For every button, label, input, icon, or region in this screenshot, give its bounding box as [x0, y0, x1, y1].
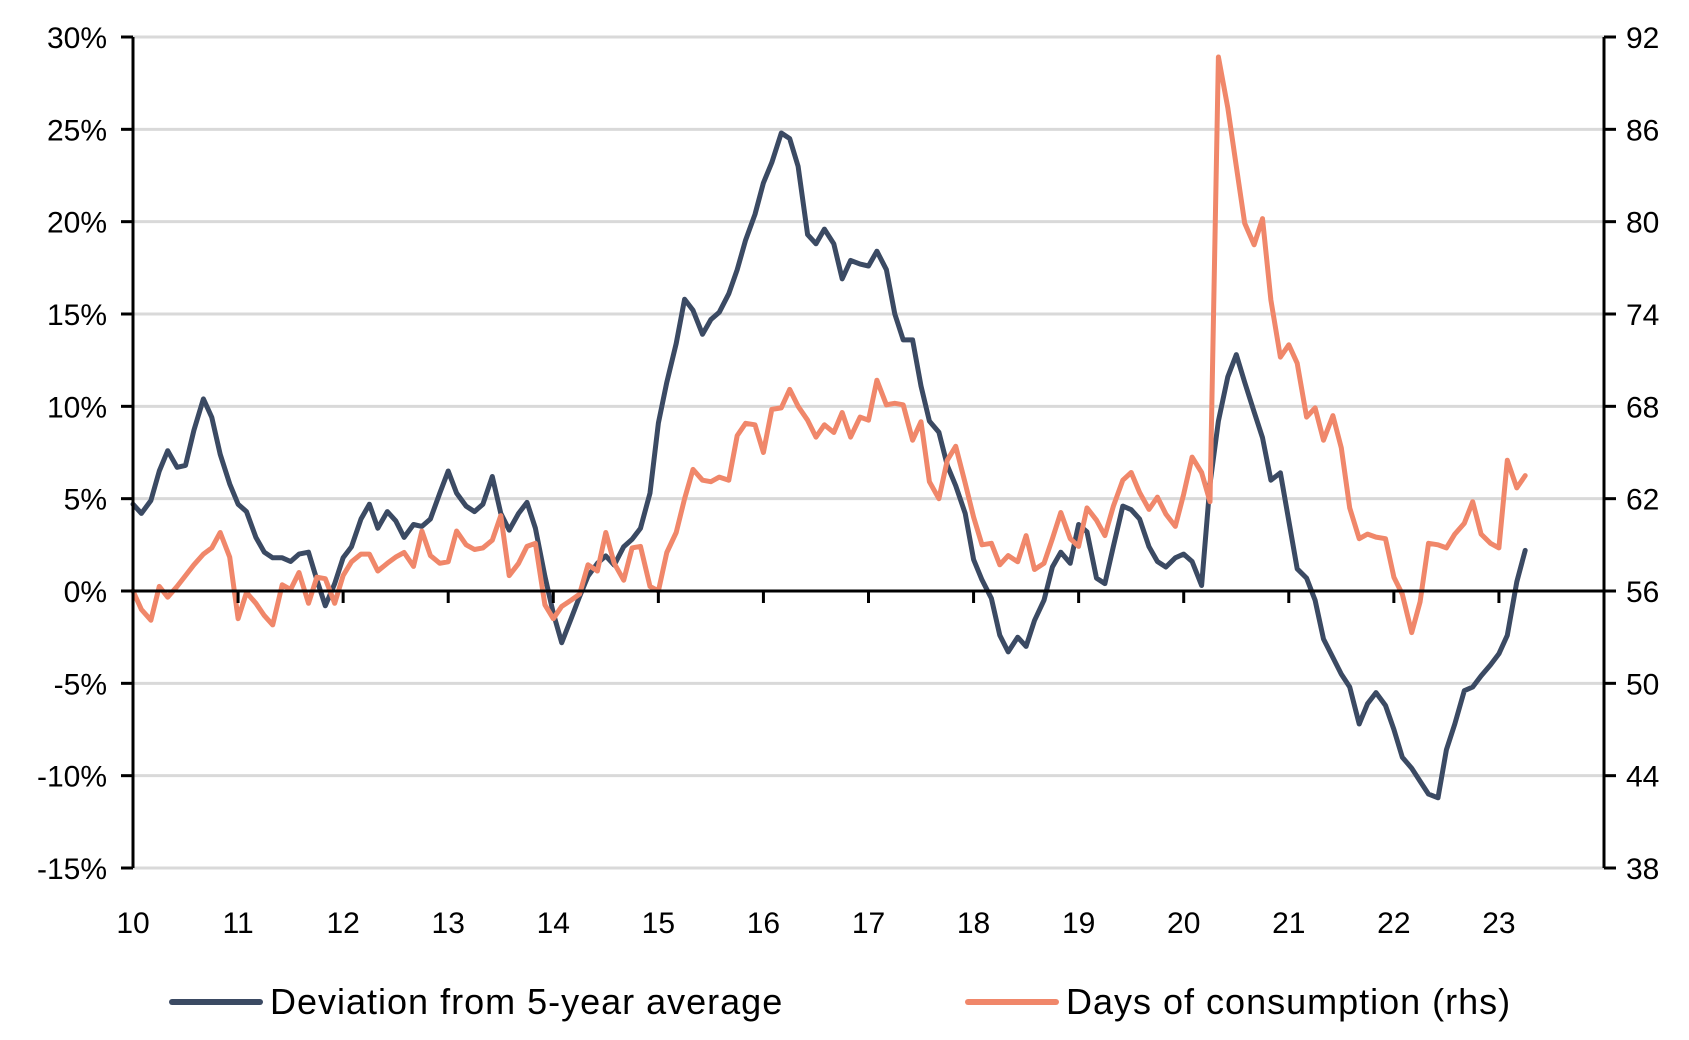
left-tick-label: 20%	[47, 207, 107, 240]
x-tick-label: 23	[1482, 907, 1515, 940]
x-tick-label: 14	[537, 907, 570, 940]
right-tick-label: 62	[1626, 484, 1659, 517]
left-tick-label: 15%	[47, 299, 107, 332]
right-tick-label: 56	[1626, 576, 1659, 609]
series-lines	[130, 54, 1528, 801]
axes	[121, 35, 1616, 870]
legend-deviation-label: Deviation from 5-year average	[270, 981, 783, 1022]
right-tick-label: 68	[1626, 391, 1659, 424]
series-line-deviation	[130, 130, 1528, 801]
right-tick-label: 44	[1626, 761, 1659, 794]
right-tick-label: 50	[1626, 668, 1659, 701]
right-tick-label: 74	[1626, 299, 1659, 332]
left-tick-label: 5%	[64, 484, 107, 517]
left-tick-label: 10%	[47, 391, 107, 424]
left-tick-label: 30%	[47, 22, 107, 55]
x-tick-label: 22	[1377, 907, 1410, 940]
x-tick-label: 21	[1272, 907, 1305, 940]
series-line-days-of-consumption	[130, 54, 1528, 636]
left-tick-label: 25%	[47, 114, 107, 147]
right-tick-label: 92	[1626, 22, 1659, 55]
left-tick-label: -5%	[54, 668, 107, 701]
right-tick-label: 86	[1626, 114, 1659, 147]
x-tick-label: 19	[1062, 907, 1095, 940]
right-tick-label: 80	[1626, 207, 1659, 240]
legend: Deviation from 5-year average Days of con…	[169, 981, 1511, 1022]
x-tick-label: 17	[852, 907, 885, 940]
left-tick-label: -10%	[37, 761, 107, 794]
x-tick-label: 18	[957, 907, 990, 940]
left-tick-label: -15%	[37, 853, 107, 886]
x-tick-label: 12	[326, 907, 359, 940]
left-tick-label: 0%	[64, 576, 107, 609]
x-tick-label: 15	[642, 907, 675, 940]
x-tick-label: 10	[116, 907, 149, 940]
legend-days-of-consumption-label: Days of consumption (rhs)	[1066, 981, 1511, 1022]
x-tick-label: 16	[747, 907, 780, 940]
right-tick-label: 38	[1626, 853, 1659, 886]
x-tick-label: 20	[1167, 907, 1200, 940]
x-tick-label: 11	[222, 907, 253, 940]
gridlines	[133, 35, 1604, 870]
tick-labels: 30% 25% 20% 15% 10% 5% 0% -5% -10% -15% 92 86 80 74 68…	[37, 22, 1659, 940]
x-tick-label: 13	[432, 907, 465, 940]
